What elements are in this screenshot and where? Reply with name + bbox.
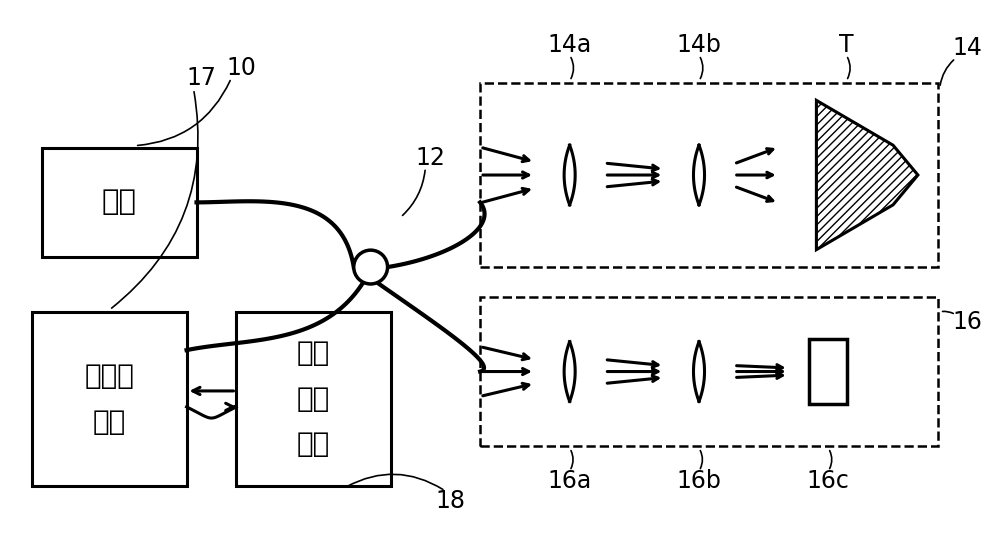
Text: 14b: 14b xyxy=(677,33,721,57)
Bar xyxy=(236,312,391,486)
Text: 17: 17 xyxy=(187,66,216,90)
Bar xyxy=(809,339,847,404)
Text: 16: 16 xyxy=(953,310,983,334)
Bar xyxy=(42,148,197,257)
Text: 光源: 光源 xyxy=(102,188,137,216)
Text: 16c: 16c xyxy=(807,469,850,493)
Text: T: T xyxy=(839,33,854,57)
Bar xyxy=(480,83,938,267)
Text: 16b: 16b xyxy=(677,469,721,493)
Bar xyxy=(480,297,938,446)
Text: 16a: 16a xyxy=(548,469,592,493)
Polygon shape xyxy=(816,100,918,250)
Text: 光感测
模块: 光感测 模块 xyxy=(85,362,134,436)
Polygon shape xyxy=(564,341,575,402)
Text: 数据
处理
模块: 数据 处理 模块 xyxy=(297,339,330,458)
Text: 14: 14 xyxy=(953,36,983,60)
Polygon shape xyxy=(693,145,705,205)
Polygon shape xyxy=(693,341,705,402)
Text: 10: 10 xyxy=(226,56,256,80)
Circle shape xyxy=(354,250,388,284)
Text: 18: 18 xyxy=(435,489,465,513)
Text: 12: 12 xyxy=(415,145,445,169)
Text: 14a: 14a xyxy=(548,33,592,57)
Polygon shape xyxy=(564,145,575,205)
Bar xyxy=(32,312,187,486)
